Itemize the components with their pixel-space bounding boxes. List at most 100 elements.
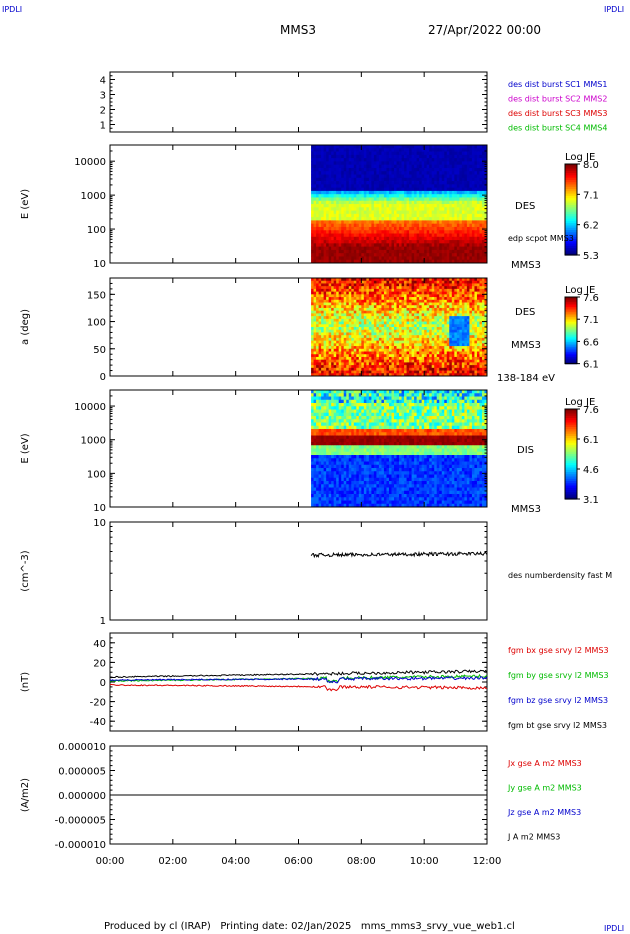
- heatmap-cell: [411, 171, 415, 175]
- heatmap-cell: [336, 288, 340, 293]
- heatmap-cell: [311, 346, 314, 350]
- heatmap-cell: [411, 167, 415, 172]
- heatmap-cell: [479, 220, 483, 225]
- heatmap-cell: [373, 240, 377, 244]
- heatmap-cell: [481, 210, 485, 215]
- heatmap-cell: [346, 161, 350, 166]
- heatmap-cell: [401, 307, 405, 312]
- heatmap-cell: [368, 177, 372, 182]
- heatmap-cell: [326, 164, 330, 169]
- heatmap-cell: [336, 370, 340, 374]
- heatmap-cell: [378, 204, 382, 208]
- heatmap-cell: [361, 362, 365, 366]
- heatmap-cell: [424, 346, 428, 350]
- heatmap-cell: [391, 246, 395, 251]
- heatmap-cell: [388, 158, 392, 162]
- heatmap-cell: [331, 223, 335, 228]
- heatmap-cell: [409, 302, 412, 306]
- heatmap-cell: [323, 302, 327, 306]
- heatmap-cell: [378, 217, 382, 221]
- heatmap-cell: [426, 217, 430, 221]
- heatmap-cell: [383, 256, 387, 261]
- heatmap-cell: [353, 307, 357, 312]
- colorbar-cell: [565, 204, 577, 208]
- heatmap-cell: [383, 213, 387, 218]
- heatmap-cell: [449, 171, 453, 175]
- heatmap-cell: [346, 174, 350, 179]
- heatmap-cell: [399, 223, 402, 228]
- heatmap-cell: [416, 340, 420, 344]
- heatmap-cell: [394, 154, 397, 159]
- heatmap-cell: [426, 327, 430, 331]
- heatmap-cell: [441, 256, 445, 261]
- heatmap-cell: [466, 217, 470, 221]
- heatmap-cell: [313, 340, 317, 344]
- heatmap-cell: [388, 167, 392, 172]
- heatmap-cell: [361, 187, 365, 192]
- heatmap-cell: [411, 299, 415, 303]
- heatmap-cell: [484, 233, 488, 238]
- heatmap-cell: [311, 243, 314, 248]
- heatmap-cell: [373, 283, 377, 287]
- heatmap-cell: [353, 204, 357, 208]
- heatmap-cell: [321, 223, 325, 228]
- heatmap-cell: [366, 181, 370, 185]
- heatmap-cell: [421, 337, 425, 342]
- heatmap-cell: [338, 213, 342, 218]
- heatmap-cell: [358, 187, 362, 192]
- heatmap-cell: [368, 233, 372, 238]
- heatmap-cell: [311, 343, 314, 347]
- heatmap-cell: [404, 307, 407, 312]
- heatmap-cell: [361, 324, 365, 328]
- heatmap-cell: [343, 324, 347, 328]
- heatmap-cell: [471, 194, 475, 198]
- heatmap-cell: [464, 310, 468, 314]
- heatmap-cell: [396, 359, 400, 363]
- heatmap-cell: [326, 190, 330, 195]
- heatmap-cell: [449, 278, 453, 282]
- heatmap-cell: [311, 223, 314, 228]
- heatmap-cell: [326, 291, 330, 295]
- heatmap-cell: [401, 286, 405, 290]
- heatmap-cell: [331, 256, 335, 261]
- heatmap-cell: [466, 297, 470, 301]
- heatmap-cell: [386, 177, 390, 182]
- heatmap-cell: [459, 329, 463, 333]
- heatmap-cell: [466, 278, 470, 282]
- heatmap-cell: [366, 184, 370, 189]
- heatmap-cell: [328, 187, 332, 192]
- heatmap-cell: [338, 297, 342, 301]
- heatmap-cell: [416, 332, 420, 336]
- heatmap-cell: [396, 181, 400, 185]
- heatmap-cell: [396, 280, 400, 284]
- heatmap-cell: [401, 351, 405, 355]
- heatmap-cell: [313, 223, 317, 228]
- heatmap-cell: [341, 148, 345, 152]
- heatmap-cell: [431, 286, 435, 290]
- heatmap-cell: [461, 288, 465, 293]
- heatmap-cell: [444, 362, 448, 366]
- colorbar-cell: [565, 229, 577, 233]
- heatmap-cell: [454, 207, 458, 211]
- heatmap-cell: [454, 335, 458, 339]
- heatmap-cell: [436, 351, 440, 355]
- heatmap-cell: [406, 362, 410, 366]
- heatmap-cell: [313, 181, 317, 185]
- heatmap-cell: [451, 307, 455, 312]
- heatmap-cell: [391, 253, 395, 257]
- heatmap-cell: [404, 171, 407, 175]
- heatmap-cell: [396, 220, 400, 225]
- heatmap-cell: [444, 302, 448, 306]
- heatmap-cell: [351, 343, 355, 347]
- heatmap-cell: [436, 187, 440, 192]
- heatmap-cell: [456, 302, 460, 306]
- heatmap-cell: [439, 217, 443, 221]
- heatmap-cell: [331, 318, 335, 322]
- heatmap-cell: [383, 291, 387, 295]
- heatmap-cell: [331, 154, 335, 159]
- heatmap-cell: [323, 297, 327, 301]
- heatmap-cell: [366, 340, 370, 344]
- heatmap-cell: [456, 297, 460, 301]
- heatmap-cell: [396, 365, 400, 369]
- heatmap-cell: [414, 223, 418, 228]
